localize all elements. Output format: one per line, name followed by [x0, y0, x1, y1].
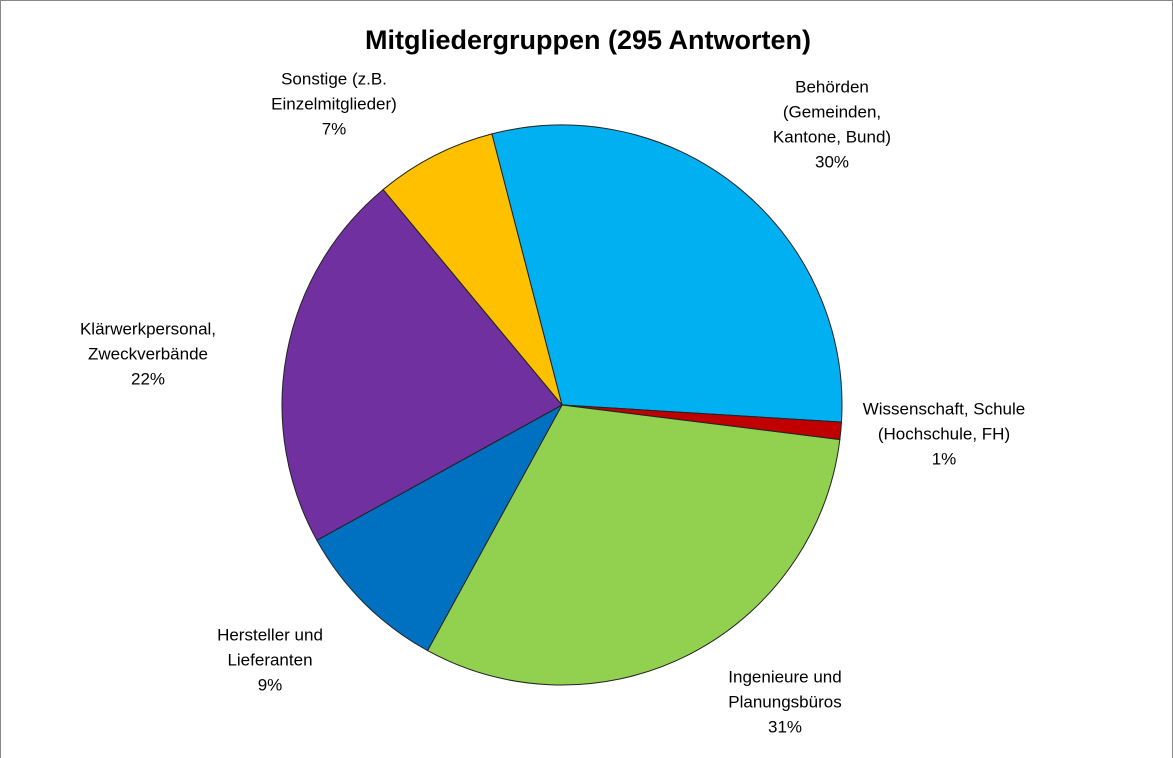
pie-slice	[491, 124, 843, 423]
pie-slice	[281, 188, 563, 541]
slice-value-label: 1%	[932, 449, 957, 468]
slice-label: Klärwerkpersonal,	[80, 319, 216, 338]
slice-label: Kantone, Bund)	[773, 127, 891, 146]
pie-slice	[382, 133, 563, 406]
slice-label: Behörden	[795, 77, 869, 96]
pie-slice	[426, 404, 841, 686]
slice-label: Lieferanten	[227, 650, 312, 669]
slice-label: Planungsbüros	[728, 692, 841, 711]
slice-value-label: 31%	[768, 717, 802, 736]
slice-label: Sonstige (z.B.	[281, 69, 387, 88]
slice-label: (Gemeinden,	[783, 102, 881, 121]
slice-value-label: 22%	[131, 369, 165, 388]
slice-label: Hersteller und	[217, 625, 323, 644]
chart-title: Mitgliedergruppen (295 Antworten)	[365, 25, 811, 55]
slice-value-label: 30%	[815, 152, 849, 171]
slice-label: Einzelmitglieder)	[271, 94, 397, 113]
slice-label: Zweckverbände	[88, 344, 208, 363]
slice-label: Ingenieure und	[728, 667, 841, 686]
slice-label: Wissenschaft, Schule	[863, 399, 1026, 418]
slice-label: (Hochschule, FH)	[878, 424, 1010, 443]
slice-value-label: 9%	[258, 675, 283, 694]
slice-value-label: 7%	[322, 119, 347, 138]
pie-slice	[316, 403, 564, 652]
